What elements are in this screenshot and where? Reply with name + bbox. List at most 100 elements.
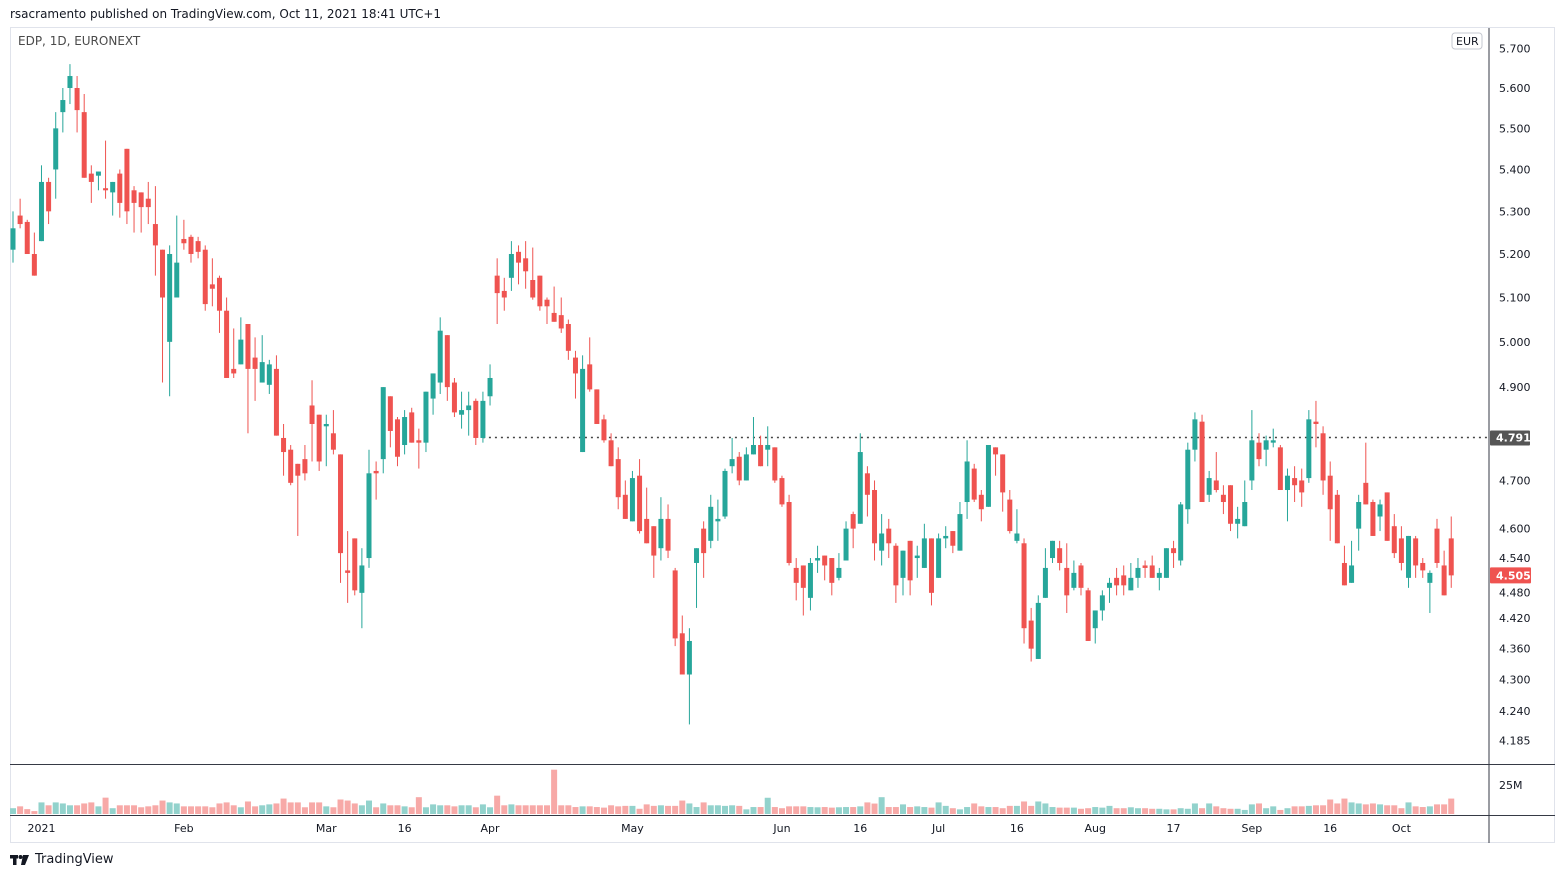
candle[interactable] (1242, 480, 1248, 527)
candle[interactable] (53, 112, 59, 199)
candle[interactable] (345, 531, 351, 603)
candle[interactable] (124, 148, 130, 225)
candle[interactable] (701, 521, 707, 578)
candle[interactable] (530, 247, 536, 300)
candle[interactable] (537, 275, 543, 311)
candle[interactable] (402, 410, 408, 455)
candle[interactable] (516, 245, 522, 285)
candle[interactable] (1334, 490, 1340, 544)
candle[interactable] (1028, 607, 1034, 662)
candle[interactable] (1092, 610, 1098, 644)
candle[interactable] (629, 470, 635, 522)
candle[interactable] (829, 558, 835, 596)
candle[interactable] (252, 337, 258, 401)
candle[interactable] (1420, 558, 1426, 578)
candle[interactable] (1434, 518, 1440, 568)
candle[interactable] (295, 463, 301, 536)
candle[interactable] (1249, 410, 1255, 491)
candle[interactable] (907, 540, 913, 596)
candle[interactable] (1163, 548, 1169, 578)
candle[interactable] (181, 219, 187, 250)
candle[interactable] (736, 452, 742, 486)
candle[interactable] (622, 480, 628, 519)
candle[interactable] (800, 565, 806, 616)
candle[interactable] (160, 249, 166, 383)
candle[interactable] (24, 219, 30, 255)
candle[interactable] (1448, 516, 1454, 588)
candle[interactable] (572, 350, 578, 399)
candle[interactable] (1206, 470, 1212, 503)
candle[interactable] (1406, 535, 1412, 588)
candle[interactable] (323, 414, 329, 467)
candle[interactable] (95, 171, 101, 191)
candle[interactable] (872, 480, 878, 561)
candle[interactable] (245, 324, 251, 434)
candle[interactable] (74, 76, 80, 133)
candle[interactable] (231, 328, 237, 378)
candle[interactable] (1235, 506, 1241, 539)
candle[interactable] (1377, 499, 1383, 532)
candle[interactable] (658, 497, 664, 561)
candle[interactable] (46, 177, 52, 225)
candle[interactable] (1292, 466, 1298, 503)
candle[interactable] (309, 380, 315, 462)
candle[interactable] (943, 526, 949, 549)
candle[interactable] (195, 236, 201, 259)
candle[interactable] (957, 502, 963, 551)
candle[interactable] (587, 337, 593, 392)
candle[interactable] (110, 181, 116, 216)
candle[interactable] (1035, 595, 1041, 659)
candle[interactable] (501, 277, 507, 311)
candle[interactable] (971, 463, 977, 503)
candle[interactable] (608, 433, 614, 467)
candle[interactable] (444, 335, 450, 401)
candle[interactable] (1014, 509, 1020, 544)
candle[interactable] (950, 531, 956, 554)
candle[interactable] (779, 475, 785, 507)
candle[interactable] (750, 417, 756, 455)
candle[interactable] (743, 447, 749, 481)
candle[interactable] (1327, 461, 1333, 541)
candle[interactable] (316, 414, 322, 471)
candle[interactable] (1270, 428, 1276, 448)
candle[interactable] (366, 449, 372, 568)
candle[interactable] (459, 391, 465, 429)
candle[interactable] (1021, 538, 1027, 644)
candle[interactable] (936, 533, 942, 578)
candle[interactable] (259, 335, 265, 383)
candle[interactable] (202, 245, 208, 311)
candle[interactable] (594, 389, 600, 424)
candle[interactable] (765, 426, 771, 467)
candle[interactable] (1135, 558, 1141, 588)
candle[interactable] (359, 548, 365, 629)
candle[interactable] (216, 275, 222, 333)
candle[interactable] (1007, 490, 1013, 534)
candle[interactable] (708, 494, 714, 549)
candle[interactable] (330, 410, 336, 455)
candle[interactable] (60, 88, 66, 133)
candle[interactable] (266, 359, 272, 394)
candle[interactable] (152, 186, 158, 276)
candle[interactable] (81, 94, 87, 178)
candle[interactable] (879, 514, 885, 566)
candle[interactable] (815, 545, 821, 573)
candle[interactable] (694, 548, 700, 608)
candle[interactable] (409, 407, 415, 443)
candle[interactable] (686, 628, 692, 725)
candle[interactable] (857, 433, 863, 524)
candle[interactable] (1078, 562, 1084, 596)
candle[interactable] (117, 169, 123, 218)
candle[interactable] (67, 64, 73, 105)
candle[interactable] (1398, 526, 1404, 571)
candle[interactable] (558, 297, 564, 333)
candle[interactable] (637, 459, 643, 534)
candle[interactable] (1057, 540, 1063, 571)
candle[interactable] (993, 447, 999, 476)
candle[interactable] (1114, 567, 1120, 596)
candle[interactable] (480, 391, 486, 443)
candle[interactable] (601, 414, 607, 443)
candle[interactable] (644, 487, 650, 544)
candle[interactable] (1171, 540, 1177, 568)
candle[interactable] (900, 550, 906, 596)
